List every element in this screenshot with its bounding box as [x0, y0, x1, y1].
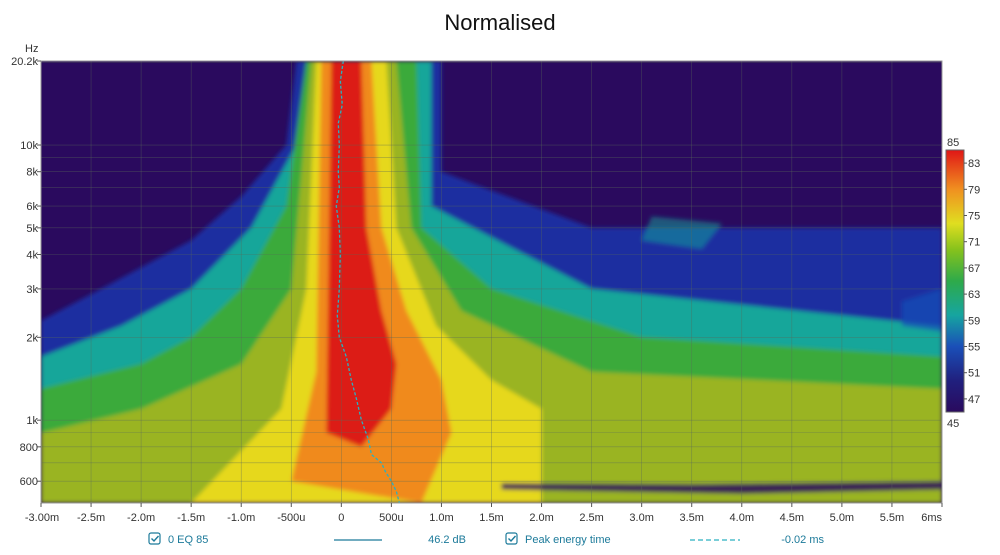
- x-tick-label: 2.5m: [579, 512, 603, 524]
- colorbar-label: 79: [968, 184, 980, 196]
- colorbar-ticks: 85 83 79 75 71 67 63 59 55 51 47 45: [947, 137, 980, 430]
- heatmap-band: [41, 61, 942, 503]
- legend-bar: 0 EQ 85 46.2 dB Peak energy time -0.02 m…: [148, 532, 824, 546]
- checkmark-icon: [151, 535, 160, 543]
- x-tick-label: -1.5m: [177, 512, 205, 524]
- peak-label: Peak energy time: [525, 534, 611, 546]
- peak-energy-series: [335, 61, 401, 503]
- colorbar-label: 71: [968, 237, 980, 249]
- trace-value: 46.2 dB: [428, 534, 466, 546]
- trace-label: 0 EQ 85: [168, 534, 208, 546]
- y-tick-label: 8k: [26, 167, 38, 179]
- x-tick-label: -3.00m: [25, 512, 59, 524]
- peak-value: -0.02 ms: [781, 534, 824, 546]
- y-tick-label: 20.2k: [11, 56, 38, 68]
- x-tick-label: 3.5m: [679, 512, 703, 524]
- colorbar-label: 67: [968, 263, 980, 275]
- peak-checkbox[interactable]: [505, 532, 518, 545]
- grid-lines: [41, 61, 942, 503]
- checkmark-icon: [508, 535, 517, 543]
- x-tick-label: 4.0m: [730, 512, 754, 524]
- y-axis-unit: Hz: [25, 43, 38, 55]
- heatmap-band: [501, 481, 942, 494]
- colorbar-label: 83: [968, 158, 980, 170]
- colorbar-label: 45: [947, 418, 959, 430]
- y-tick-label: 10k: [20, 140, 38, 152]
- trace-checkbox[interactable]: [148, 532, 161, 545]
- x-tick-label: -2.5m: [77, 512, 105, 524]
- y-tick-label: 2k: [26, 332, 38, 344]
- y-tick-label: 4k: [26, 250, 38, 262]
- x-tick-label: -1.0m: [227, 512, 255, 524]
- colorbar-label: 51: [968, 368, 980, 380]
- x-tick-label: 3.0m: [629, 512, 653, 524]
- y-tick-label: 6k: [26, 201, 38, 213]
- colorbar-label: 75: [968, 211, 980, 223]
- y-axis-ticks: 20.2k 10k 8k 6k 5k 4k 3k 2k 1k 800 600: [11, 56, 41, 488]
- heatmap-band: [641, 216, 722, 249]
- colorbar-label: 47: [968, 394, 980, 406]
- x-tick-label: 5.0m: [830, 512, 854, 524]
- x-tick-label: 2.0m: [529, 512, 553, 524]
- colorbar-gradient: [945, 149, 965, 413]
- x-tick-label: 500u: [379, 512, 403, 524]
- x-tick-label: 1.0m: [429, 512, 453, 524]
- colorbar-label: 85: [947, 137, 959, 149]
- y-tick-label: 5k: [26, 223, 38, 235]
- colorbar: 85 83 79 75 71 67 63 59 55 51 47 45: [945, 137, 980, 430]
- y-tick-label: 3k: [26, 284, 38, 296]
- x-tick-label: 1.5m: [479, 512, 503, 524]
- colorbar-label: 55: [968, 342, 980, 354]
- chart-title: Normalised: [444, 10, 555, 35]
- x-tick-label: 4.5m: [780, 512, 804, 524]
- colorbar-label: 63: [968, 289, 980, 301]
- y-tick-label: 600: [20, 476, 38, 488]
- y-tick-label: 1k: [26, 415, 38, 427]
- colorbar-label: 59: [968, 315, 980, 327]
- x-tick-label: 5.5m: [880, 512, 904, 524]
- heatmap-band: [902, 288, 942, 332]
- x-axis-ticks: -3.00m -2.5m -2.0m -1.5m -1.0m -500u 0 500u 1.0m…: [25, 503, 943, 524]
- peak-energy-line: [335, 61, 401, 503]
- x-tick-label: 0: [338, 512, 344, 524]
- x-tick-label: -500u: [277, 512, 305, 524]
- x-tick-label: -2.0m: [127, 512, 155, 524]
- x-tick-label: 6ms: [921, 512, 942, 524]
- y-tick-label: 800: [20, 442, 38, 454]
